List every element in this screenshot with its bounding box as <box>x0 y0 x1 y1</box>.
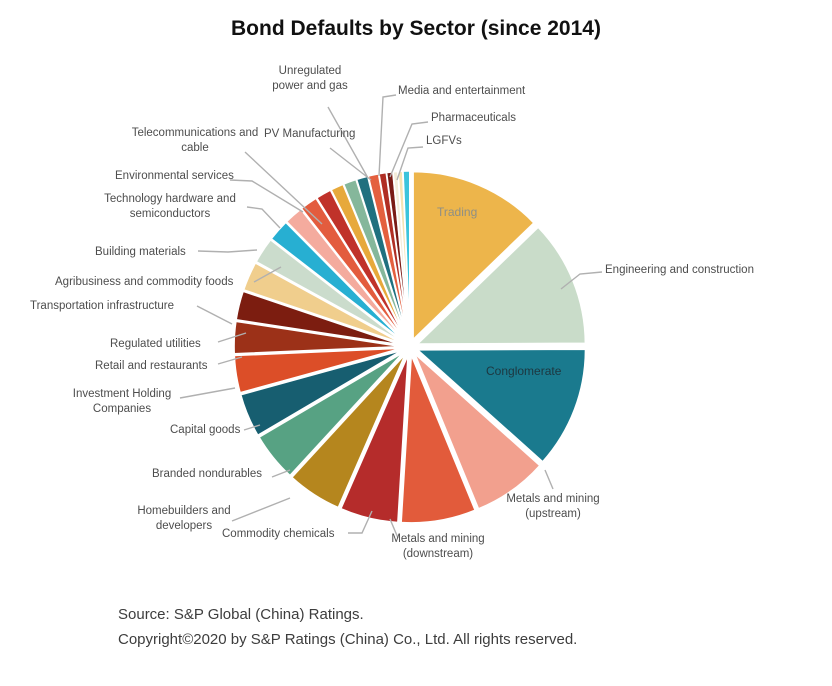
slice-label-transportation-infrastructure: Transportation infrastructure <box>30 300 175 312</box>
label-leader-line <box>217 356 243 365</box>
slice-label-telecommunications-and-cable: Telecommunications and cable <box>131 127 259 154</box>
slice-label-media-and-entertainment: Media and entertainment <box>398 85 526 97</box>
label-leader-line <box>378 94 397 177</box>
slice-label-conglomerate: Conglomerate <box>486 364 562 378</box>
label-leader-line <box>231 497 291 522</box>
label-leader-line <box>348 510 373 534</box>
label-leader-line <box>389 518 399 539</box>
label-leader-line <box>327 106 369 179</box>
chart-title: Bond Defaults by Sector (since 2014) <box>231 17 601 40</box>
pie-slice-engineering-and-construction <box>416 226 587 345</box>
pie-slice-agribusiness-and-commodity-foods <box>255 239 405 344</box>
pie-slice-trading <box>412 170 535 341</box>
label-leader-line <box>246 206 281 229</box>
label-leader-line <box>396 146 424 181</box>
pie-slice-investment-holding-companies <box>233 347 403 394</box>
copyright-line: Copyright©2020 by S&P Ratings (China) Co… <box>118 631 578 648</box>
chart-footer: Source: S&P Global (China) Ratings. Copy… <box>118 602 577 652</box>
slice-label-technology-hardware-and-semiconductors: Technology hardware and semiconductors <box>104 193 236 220</box>
label-leader-line <box>217 332 247 343</box>
slice-label-retail-and-restaurants: Retail and restaurants <box>95 360 208 372</box>
pie-slice-homebuilders-and-developers <box>291 352 407 509</box>
slice-label-pharmaceuticals: Pharmaceuticals <box>431 112 517 124</box>
label-leader-line <box>179 387 236 399</box>
label-leader-line <box>243 424 261 431</box>
slice-label-lgfvs: LGFVs <box>426 135 462 147</box>
pie-slice-transportation-infrastructure <box>242 262 404 345</box>
slice-label-metals-and-mining-upstream: Metals and mining (upstream) <box>506 493 600 520</box>
pie-slice-retail-and-restaurants <box>233 320 403 355</box>
label-leader-line <box>329 147 372 181</box>
slice-label-regulated-utilities: Regulated utilities <box>110 338 201 350</box>
label-leader-line <box>197 249 258 253</box>
label-leader-line <box>244 151 323 225</box>
slice-label-environmental-services: Environmental services <box>115 170 234 182</box>
slice-label-unregulated-power-and-gas: Unregulated power and gas <box>272 65 348 92</box>
slice-label-trading: Trading <box>437 205 478 219</box>
pie-slice-technology-hardware-and-semiconductors <box>285 208 406 342</box>
pie-slice-environmental-services <box>300 197 407 342</box>
label-leader-line <box>389 121 429 178</box>
slice-label-agribusiness-and-commodity-foods: Agribusiness and commodity foods <box>55 276 234 288</box>
label-leader-line <box>196 305 233 325</box>
slice-label-pv-manufacturing: PV Manufacturing <box>264 128 356 140</box>
pie-slice-capital-goods <box>239 349 404 437</box>
slice-label-metals-and-mining-downstream: Metals and mining (downstream) <box>391 533 485 560</box>
label-leader-line <box>229 179 304 213</box>
slice-label-capital-goods: Capital goods <box>170 424 241 436</box>
slice-label-engineering-and-construction: Engineering and construction <box>605 264 754 276</box>
slice-label-homebuilders-and-developers: Homebuilders and developers <box>137 505 231 532</box>
label-leader-line <box>560 271 603 290</box>
slice-label-investment-holding-companies: Investment Holding Companies <box>72 388 172 415</box>
slice-label-branded-nondurables: Branded nondurables <box>152 468 262 480</box>
pie-slice-lgfvs <box>402 170 411 340</box>
pie-slice-building-materials <box>270 221 405 343</box>
label-leader-line <box>253 266 282 283</box>
slice-label-commodity-chemicals: Commodity chemicals <box>222 528 335 540</box>
source-line: Source: S&P Global (China) Ratings. <box>118 606 364 623</box>
pie-slice-regulated-utilities <box>235 290 403 346</box>
pie-slice-branded-nondurables <box>258 351 405 477</box>
pie-slice-metals-and-mining-downstream <box>400 354 476 524</box>
label-leader-line <box>544 469 554 490</box>
pie-slice-metals-and-mining-upstream <box>413 352 541 510</box>
pie-slice-conglomerate <box>416 348 587 463</box>
label-leader-line <box>271 469 291 478</box>
slice-label-building-materials: Building materials <box>95 246 186 258</box>
